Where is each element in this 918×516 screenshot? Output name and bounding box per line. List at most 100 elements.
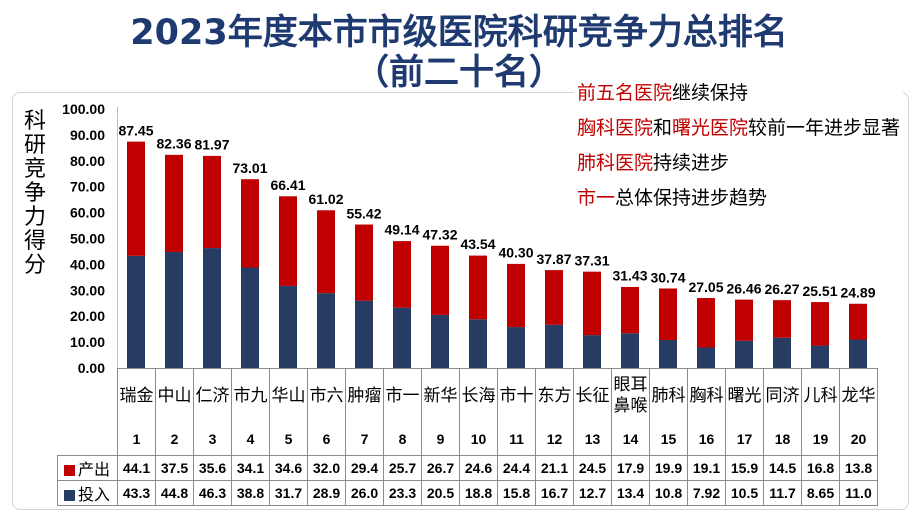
category-cell: 新华 9 [421, 368, 460, 456]
annotation-text: 肺科医院 [577, 152, 654, 174]
category-cell: 肺科 15 [649, 368, 688, 456]
total-value-label: 30.74 [650, 269, 685, 285]
rank-label: 2 [170, 431, 179, 447]
bar-output-segment-11 [507, 263, 525, 328]
rank-label: 3 [208, 431, 217, 447]
legend-label: 投入 [78, 485, 111, 504]
rank-label: 9 [436, 431, 445, 447]
y-tick-label: 100.00 [62, 101, 105, 117]
bar-input-segment-1 [127, 255, 145, 368]
y-tick-label: 40.00 [70, 256, 105, 272]
data-value-cell: 16.8 [801, 455, 840, 481]
legend-cell: 产出 [57, 455, 118, 481]
annotation-line: 市一总体保持进步趋势 [577, 181, 900, 216]
y-tick-label: 80.00 [70, 153, 105, 169]
data-value-cell: 37.5 [155, 455, 194, 481]
data-value-cell: 15.8 [497, 480, 536, 506]
category-label: 瑞金 [119, 385, 154, 406]
bar-input-segment-14 [621, 333, 639, 368]
bar-output-segment-10 [469, 255, 487, 320]
bar-input-segment-4 [241, 267, 259, 368]
bar-input-segment-17 [735, 340, 753, 368]
y-tick-label: 60.00 [70, 205, 105, 221]
data-value-cell: 26.7 [421, 455, 460, 481]
bar-input-segment-11 [507, 327, 525, 368]
data-value-cell: 16.7 [535, 480, 574, 506]
category-label: 东方 [537, 385, 572, 406]
bar-output-segment-20 [849, 303, 867, 340]
annotation-text: 持续进步 [653, 152, 730, 174]
data-value-cell: 34.6 [269, 455, 308, 481]
bar-input-segment-16 [697, 347, 715, 368]
bar-input-segment-3 [203, 248, 221, 368]
bar-input-segment-2 [165, 251, 183, 368]
data-value-cell: 18.8 [459, 480, 498, 506]
bar-output-segment-7 [355, 224, 373, 301]
data-value-cell: 17.9 [611, 455, 650, 481]
total-value-label: 24.89 [840, 285, 875, 301]
rank-label: 12 [546, 431, 563, 447]
total-value-label: 61.02 [308, 191, 343, 207]
data-value-cell: 10.8 [649, 480, 688, 506]
bar-output-segment-6 [317, 210, 335, 294]
rank-label: 13 [584, 431, 601, 447]
data-value-cell: 24.6 [459, 455, 498, 481]
category-label: 长征 [575, 385, 610, 406]
page-title: 2023年度本市市级医院科研竞争力总排名 （前二十名） [0, 13, 918, 93]
rank-label: 10 [470, 431, 487, 447]
data-value-cell: 8.65 [801, 480, 840, 506]
category-cell: 长海 10 [459, 368, 498, 456]
data-value-cell: 29.4 [345, 455, 384, 481]
bar-output-segment-1 [127, 141, 145, 256]
category-cell: 市十 11 [497, 368, 536, 456]
bar-output-segment-13 [583, 271, 601, 336]
rank-label: 19 [812, 431, 829, 447]
annotation-text: 胸科医院 [577, 117, 654, 139]
rank-label: 14 [622, 431, 639, 447]
rank-label: 5 [284, 431, 293, 447]
category-label: 市九 [233, 385, 268, 406]
y-axis-label: 科研竞争力得分 [23, 109, 46, 278]
y-tick-label: 90.00 [70, 127, 105, 143]
bar-output-segment-3 [203, 155, 221, 249]
category-label: 长海 [461, 385, 496, 406]
category-cell: 胸科 16 [687, 368, 726, 456]
data-value-cell: 13.8 [839, 455, 878, 481]
category-cell: 曙光 17 [725, 368, 764, 456]
total-value-label: 66.41 [270, 177, 305, 193]
rank-label: 8 [398, 431, 407, 447]
category-cell: 仁济 3 [193, 368, 232, 456]
data-row: 产出 44.1 37.5 35.6 34.1 34.6 32.0 29.4 25.7 26.7 24… [57, 455, 878, 481]
data-table: 瑞金 1 中山 2 仁济 3 市九 4 华山 5 市六 6 肿瘤 7 市一 8 新华 9 长海 10 市十 11 东方 12 长… [57, 368, 878, 506]
category-cell: 华山 5 [269, 368, 308, 456]
total-value-label: 55.42 [346, 205, 381, 221]
bar-input-segment-6 [317, 293, 335, 368]
rank-label: 11 [509, 431, 524, 447]
data-value-cell: 10.5 [725, 480, 764, 506]
category-cell: 市一 8 [383, 368, 422, 456]
bar-output-segment-19 [811, 302, 829, 346]
total-value-label: 82.36 [156, 136, 191, 152]
data-value-cell: 7.92 [687, 480, 726, 506]
annotation-text: 和 [653, 117, 673, 139]
bar-input-segment-15 [659, 340, 677, 368]
annotation-text: 前五名医院 [577, 82, 673, 104]
total-value-label: 26.27 [764, 281, 799, 297]
annotation-text: 市一 [577, 187, 616, 209]
bar-output-segment-5 [279, 196, 297, 286]
data-value-cell: 35.6 [193, 455, 232, 481]
data-value-cell: 19.9 [649, 455, 688, 481]
data-value-cell: 11.7 [763, 480, 802, 506]
data-value-cell: 44.1 [117, 455, 156, 481]
category-cell: 瑞金 1 [117, 368, 156, 456]
bar-input-segment-18 [773, 337, 791, 368]
data-value-cell: 14.5 [763, 455, 802, 481]
category-label: 眼耳鼻喉 [613, 375, 648, 416]
total-value-label: 49.14 [384, 222, 419, 238]
bar-output-segment-8 [393, 241, 411, 308]
bar-input-segment-9 [431, 314, 449, 368]
data-value-cell: 15.9 [725, 455, 764, 481]
annotation-box: 前五名医院继续保持 胸科医院和曙光医院较前一年进步显著 肺科医院持续进步 市一总体保持… [574, 76, 904, 216]
chart-frame [12, 92, 909, 510]
bar-input-segment-20 [849, 339, 867, 368]
